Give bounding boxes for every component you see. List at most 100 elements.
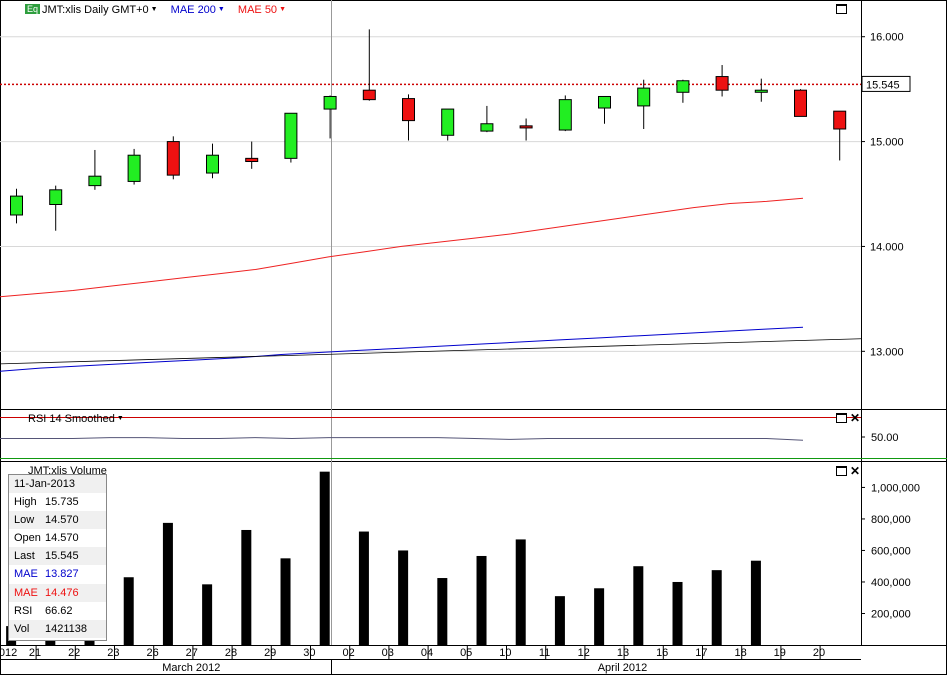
candle-body	[754, 89, 768, 93]
x-day-label: 18	[734, 647, 746, 659]
rsi-title: RSI 14 Smoothed	[28, 413, 115, 425]
price-tick-label: 14.000	[870, 241, 904, 253]
mae200-legend[interactable]: MAE 200	[170, 4, 216, 16]
price-legend[interactable]: Eq JMT:xlis Daily GMT+0 ▼ MAE 200 ▼ MAE 50 ▼	[25, 4, 286, 16]
x-day-label: 20	[813, 647, 825, 659]
x-day-label: 28	[225, 647, 237, 659]
volume-bar	[750, 560, 761, 645]
dropdown-arrow-icon[interactable]: ▼	[150, 6, 158, 13]
candle-body	[637, 87, 651, 107]
x-month-label: March 2012	[162, 662, 220, 674]
info-row: Low 14.570	[9, 511, 106, 530]
close-volume-panel-icon[interactable]: ✕	[850, 464, 861, 478]
volume-bar	[476, 555, 487, 645]
volume-bar	[515, 539, 526, 645]
candle-body	[794, 89, 807, 117]
candle-body	[127, 154, 141, 182]
info-key: Open	[14, 532, 41, 545]
price-tick-label: 16.000	[870, 32, 904, 44]
candle-body	[715, 76, 729, 91]
maximize-volume-panel-icon[interactable]	[836, 466, 847, 476]
rsi-line	[0, 437, 804, 441]
volume-bar	[202, 584, 213, 645]
dropdown-arrow-icon[interactable]: ▼	[279, 6, 286, 13]
volume-bar	[358, 531, 369, 645]
candle-body	[166, 141, 180, 176]
info-key: Low	[14, 514, 35, 527]
x-day-label: 26	[146, 647, 158, 659]
price-tick-label: 13.000	[870, 346, 904, 358]
price-tick-label: 15.000	[870, 137, 904, 149]
volume-tick-label: 400,000	[871, 577, 911, 589]
volume-tick-label: 800,000	[871, 514, 911, 526]
candle-body	[519, 125, 533, 129]
volume-bar	[437, 578, 448, 645]
candle-body	[598, 95, 611, 109]
info-date-row: 11-Jan-2013	[9, 475, 106, 494]
info-value: 14.570	[45, 532, 79, 545]
candle-body	[88, 175, 102, 187]
info-row: High 15.735	[9, 493, 106, 511]
x-day-label: 13	[617, 647, 629, 659]
candle-body	[284, 112, 298, 159]
volume-bar	[672, 581, 683, 645]
candle-body	[49, 189, 63, 205]
candle-body	[558, 99, 572, 131]
candle-body	[480, 123, 494, 132]
info-value: 14.476	[45, 586, 79, 599]
x-day-label: 10	[499, 647, 511, 659]
candle-body	[833, 110, 847, 130]
x-day-label: 16	[656, 647, 668, 659]
info-value: 66.62	[45, 604, 73, 617]
x-day-label: 23	[107, 647, 119, 659]
info-key: MAE	[14, 568, 38, 581]
info-key: Vol	[14, 622, 30, 635]
info-date: 11-Jan-2013	[14, 478, 75, 490]
rsi-tick-label: 50.00	[871, 432, 899, 444]
volume-bar	[123, 577, 134, 645]
dropdown-arrow-icon[interactable]: ▼	[217, 6, 225, 13]
x-day-label: 30	[303, 647, 315, 659]
data-info-box: 11-Jan-2013 High 15.735 Low 14.570 Open 14.…	[8, 474, 107, 641]
candle-body	[10, 195, 23, 216]
info-row: Vol 1421138	[9, 619, 106, 638]
x-day-label: 12	[578, 647, 590, 659]
info-row: MAE 13.827	[9, 565, 106, 583]
volume-bar	[319, 471, 330, 645]
candle-body	[206, 154, 219, 174]
candle-body	[245, 157, 259, 163]
close-rsi-panel-icon[interactable]: ✕	[850, 411, 861, 425]
info-value: 1421138	[45, 622, 88, 635]
volume-tick-label: 200,000	[871, 608, 911, 620]
mae50-line	[0, 197, 804, 298]
info-key: Last	[14, 550, 35, 563]
volume-bar	[711, 570, 722, 645]
info-row: Open 14.570	[9, 529, 106, 547]
maximize-rsi-panel-icon[interactable]	[836, 413, 847, 423]
info-value: 14.570	[45, 514, 79, 527]
candle-body	[402, 98, 415, 122]
symbol-title: JMT:xlis Daily GMT+0	[42, 4, 149, 16]
x-day-label: 05	[460, 647, 472, 659]
dropdown-arrow-icon[interactable]: ▼	[116, 415, 124, 422]
info-value: 15.735	[45, 496, 79, 509]
x-day-label: 29	[264, 647, 276, 659]
volume-bar	[162, 522, 173, 645]
symbol-badge: Eq	[25, 4, 41, 14]
x-day-label: 21	[29, 647, 41, 659]
volume-bar	[280, 558, 291, 645]
info-value: 15.545	[45, 550, 79, 563]
info-key: High	[14, 496, 37, 509]
x-day-label: 17	[695, 647, 707, 659]
maximize-price-panel-icon[interactable]	[836, 4, 847, 14]
candle-body	[323, 95, 337, 110]
volume-bar	[554, 596, 565, 645]
last-price-tag	[861, 75, 911, 92]
x-day-label: 27	[186, 647, 198, 659]
x-day-label: 012	[0, 647, 17, 659]
volume-bar	[594, 588, 605, 645]
info-row: Last 15.545	[9, 547, 106, 566]
rsi-legend[interactable]: RSI 14 Smoothed ▼	[28, 413, 124, 425]
mae50-legend[interactable]: MAE 50	[237, 4, 278, 16]
